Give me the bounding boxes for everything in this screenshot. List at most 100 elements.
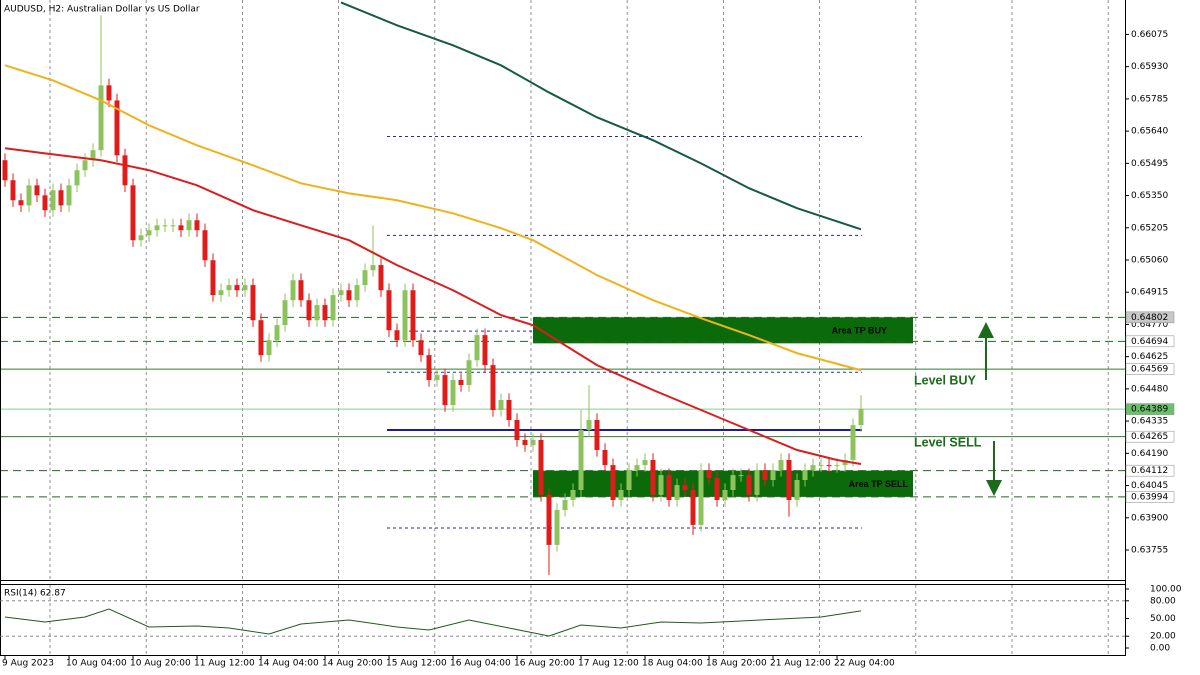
rsi-tick-label: 50.00 bbox=[1150, 614, 1176, 624]
x-tick-label: 14 Aug 20:00 bbox=[322, 659, 383, 669]
rsi-title: RSI(14) 62.87 bbox=[4, 589, 66, 599]
y-tick-label: 0.65205 bbox=[1131, 223, 1168, 233]
candle-body bbox=[378, 265, 384, 291]
x-tick-label: 17 Aug 12:00 bbox=[578, 659, 639, 669]
candle-body bbox=[682, 485, 688, 490]
candle-body bbox=[466, 360, 472, 386]
level-label: 0.64569 bbox=[1131, 365, 1168, 375]
candle-body bbox=[98, 85, 104, 151]
candle-body bbox=[738, 475, 744, 477]
candle-body bbox=[186, 220, 192, 231]
candle-body bbox=[258, 320, 264, 356]
candle-body bbox=[10, 180, 16, 201]
candle-body bbox=[538, 440, 544, 495]
candle-body bbox=[370, 265, 376, 271]
candle-body bbox=[330, 295, 336, 321]
y-tick-label: 0.64625 bbox=[1131, 352, 1168, 362]
level-label-box bbox=[1125, 335, 1175, 348]
candle-body bbox=[346, 290, 352, 301]
y-tick-label: 0.65930 bbox=[1131, 62, 1168, 72]
candle-body bbox=[498, 400, 504, 410]
zone bbox=[533, 317, 913, 344]
candle-body bbox=[426, 355, 432, 380]
candle-body bbox=[242, 285, 248, 291]
level-label: 0.64802 bbox=[1131, 313, 1168, 323]
candle-body bbox=[170, 225, 176, 227]
y-tick-label: 0.64335 bbox=[1131, 417, 1168, 427]
level-label: 0.64265 bbox=[1131, 432, 1168, 442]
candle-body bbox=[178, 225, 184, 231]
candle-body bbox=[834, 465, 840, 467]
candle-body bbox=[26, 185, 32, 206]
candle-body bbox=[234, 285, 240, 291]
candle-body bbox=[786, 460, 792, 500]
candle-body bbox=[754, 470, 760, 495]
candle-body bbox=[58, 190, 64, 206]
y-tick-label: 0.63755 bbox=[1131, 546, 1168, 556]
candle-body bbox=[402, 290, 408, 341]
candle-body bbox=[122, 155, 128, 186]
candle-body bbox=[250, 285, 256, 321]
candle-body bbox=[66, 185, 72, 206]
chart-title: AUDUSD, H2: Australian Dollar vs US Doll… bbox=[4, 5, 200, 15]
candle-body bbox=[42, 195, 48, 211]
x-tick-label: 18 Aug 20:00 bbox=[706, 659, 767, 669]
candle-body bbox=[650, 460, 656, 495]
candle-body bbox=[858, 409, 864, 426]
x-tick-label: 16 Aug 04:00 bbox=[450, 659, 511, 669]
level-label: 0.64389 bbox=[1131, 405, 1168, 415]
level-label-box bbox=[1125, 363, 1175, 375]
candle-body bbox=[514, 420, 520, 440]
level-label-box bbox=[1125, 464, 1175, 477]
candle-body bbox=[746, 475, 752, 495]
candle-body bbox=[666, 475, 672, 500]
candle-body bbox=[674, 485, 680, 500]
candle-body bbox=[114, 100, 120, 156]
candle-body bbox=[490, 365, 496, 410]
candle-body bbox=[706, 470, 712, 478]
x-tick-label: 10 Aug 20:00 bbox=[130, 659, 191, 669]
y-tick-label: 0.64190 bbox=[1131, 449, 1168, 459]
candle-body bbox=[154, 225, 160, 231]
candle-body bbox=[506, 400, 512, 420]
candle-body bbox=[522, 440, 528, 446]
candle-body bbox=[298, 280, 304, 301]
y-tick-label: 0.65060 bbox=[1131, 256, 1168, 266]
candle-body bbox=[130, 185, 136, 241]
y-tick-label: 0.66075 bbox=[1131, 30, 1168, 40]
moving-average bbox=[340, 1, 862, 231]
level-label-box bbox=[1125, 403, 1175, 415]
candle-body bbox=[394, 330, 400, 341]
y-tick-label: 0.65640 bbox=[1131, 127, 1168, 137]
candle-body bbox=[850, 425, 856, 460]
candle-body bbox=[634, 465, 640, 470]
candle-body bbox=[218, 290, 224, 296]
candle-body bbox=[418, 340, 424, 356]
x-tick-label: 16 Aug 20:00 bbox=[514, 659, 575, 669]
level-label-box bbox=[1125, 430, 1175, 443]
x-tick-label: 22 Aug 04:00 bbox=[834, 659, 895, 669]
candle-body bbox=[306, 300, 312, 321]
candle-body bbox=[826, 465, 832, 467]
candle-body bbox=[794, 480, 800, 500]
level-buy-label: Level BUY bbox=[914, 373, 976, 387]
candle-body bbox=[458, 380, 464, 386]
rsi-tick-label: 100.00 bbox=[1150, 585, 1182, 595]
candle-body bbox=[578, 430, 584, 490]
level-label-box bbox=[1125, 491, 1175, 503]
candle-body bbox=[658, 475, 664, 495]
moving-average bbox=[4, 147, 862, 465]
candle-body bbox=[546, 494, 552, 545]
candle-body bbox=[2, 160, 8, 181]
candle-body bbox=[202, 230, 208, 261]
candle-body bbox=[282, 300, 288, 326]
x-tick-label: 21 Aug 12:00 bbox=[770, 659, 831, 669]
candle-body bbox=[778, 460, 784, 470]
candle-body bbox=[74, 170, 80, 186]
level-label: 0.64112 bbox=[1131, 466, 1168, 476]
level-label: 0.63994 bbox=[1131, 492, 1168, 502]
candle-body bbox=[266, 340, 272, 356]
candle-body bbox=[90, 150, 96, 161]
zone-label: Area TP SELL bbox=[849, 479, 909, 489]
